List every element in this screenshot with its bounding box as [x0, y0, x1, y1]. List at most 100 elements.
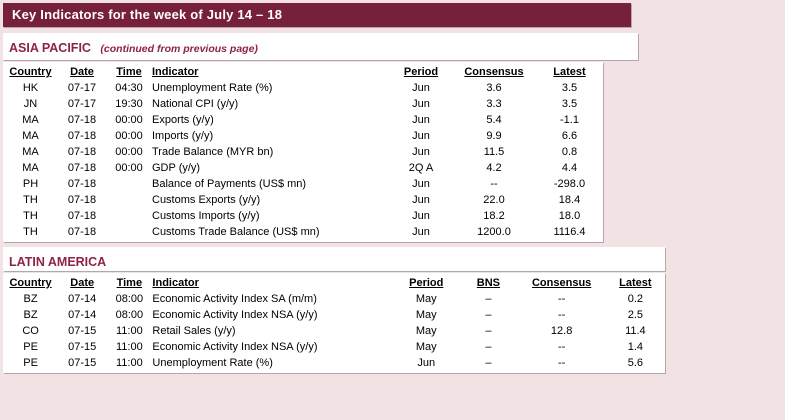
- cell: 07-18: [67, 162, 97, 174]
- cell: National CPI (y/y): [152, 98, 239, 110]
- cell: 18.0: [558, 210, 581, 222]
- cell: PE: [23, 341, 38, 353]
- cell: Jun: [412, 82, 430, 94]
- table-row: JN 07-17 19:30 National CPI (y/y) Jun 3.3 3.5: [3, 96, 603, 112]
- page-title-text: Key Indicators for the week of July 14 –…: [12, 7, 283, 22]
- cell: 04:30: [115, 82, 143, 94]
- cell: 07-14: [68, 293, 97, 305]
- cell: Exports (y/y): [152, 114, 214, 126]
- cell: 5.4: [486, 114, 502, 126]
- column-header-consensus: Consensus: [464, 66, 524, 78]
- column-header-latest: Latest: [553, 66, 586, 78]
- cell: May: [415, 325, 437, 337]
- latin-america-table: Country Date Time Indicator Period BNS Consens…: [3, 275, 665, 371]
- cell: CO: [22, 325, 39, 337]
- cell: TH: [23, 194, 38, 206]
- table-row: BZ 07-14 08:00 Economic Activity Index NSA …: [3, 307, 665, 323]
- cell: BZ: [23, 309, 38, 321]
- cell: 3.6: [486, 82, 502, 94]
- cell: Jun: [412, 210, 430, 222]
- table-row: TH 07-18 Customs Trade Balance (US$ mn) Jun…: [3, 224, 603, 240]
- section-title-asia-pacific: ASIA PACIFIC: [9, 41, 91, 55]
- cell: 22.0: [483, 194, 505, 206]
- cell: –: [485, 309, 492, 321]
- cell: 3.5: [561, 98, 578, 110]
- section-header-latin-america: LATIN AMERICA: [3, 247, 665, 271]
- table-row: MA 07-18 00:00 GDP (y/y) 2Q A 4.2 4.4: [3, 160, 603, 176]
- cell: 07-17: [67, 82, 97, 94]
- cell: Economic Activity Index SA (m/m): [152, 293, 317, 305]
- cell: Jun: [412, 98, 430, 110]
- page-title: Key Indicators for the week of July 14 –…: [3, 3, 631, 27]
- table-row: TH 07-18 Customs Exports (y/y) Jun 22.0 18.4: [3, 192, 603, 208]
- cell: –: [485, 357, 492, 369]
- cell: Unemployment Rate (%): [152, 82, 273, 94]
- cell: 08:00: [115, 293, 144, 305]
- cell: Balance of Payments (US$ mn): [152, 178, 307, 190]
- table-row: PE 07-15 11:00 Unemployment Rate (%) Jun – -- 5…: [3, 355, 665, 371]
- cell: 00:00: [115, 162, 143, 174]
- cell: Customs Exports (y/y): [152, 194, 261, 206]
- cell: Trade Balance (MYR bn): [152, 146, 274, 158]
- cell: 18.4: [558, 194, 581, 206]
- column-header-bns: BNS: [476, 277, 501, 289]
- cell: 08:00: [115, 309, 144, 321]
- column-header-consensus: Consensus: [531, 277, 592, 289]
- cell: Customs Imports (y/y): [152, 210, 260, 222]
- cell: 3.5: [561, 82, 578, 94]
- cell: Jun: [412, 178, 430, 190]
- table-row: MA 07-18 00:00 Trade Balance (MYR bn) Jun 11.…: [3, 144, 603, 160]
- asia-header-row: Country Date Time Indicator Period Consensus L…: [3, 64, 603, 80]
- cell: --: [557, 357, 566, 369]
- cell: Economic Activity Index NSA (y/y): [152, 309, 318, 321]
- column-header-indicator: Indicator: [152, 277, 199, 289]
- cell: Jun: [412, 194, 430, 206]
- asia-pacific-table-panel: Country Date Time Indicator Period Consensus L…: [3, 62, 603, 242]
- cell: 07-18: [67, 114, 97, 126]
- cell: 12.8: [550, 325, 573, 337]
- cell: 6.6: [561, 130, 578, 142]
- cell: Unemployment Rate (%): [152, 357, 273, 369]
- cell: MA: [22, 162, 39, 174]
- column-header-period: Period: [409, 277, 444, 289]
- cell: JN: [23, 98, 38, 110]
- table-row: TH 07-18 Customs Imports (y/y) Jun 18.2 18.0: [3, 208, 603, 224]
- cell: –: [485, 293, 492, 305]
- table-row: BZ 07-14 08:00 Economic Activity Index SA (…: [3, 291, 665, 307]
- cell: --: [557, 309, 566, 321]
- cell: 0.2: [627, 293, 644, 305]
- cell: 07-18: [67, 130, 97, 142]
- cell: 0.8: [561, 146, 578, 158]
- cell: --: [557, 293, 566, 305]
- cell: Jun: [417, 357, 436, 369]
- column-header-indicator: Indicator: [152, 66, 199, 78]
- cell: -1.1: [560, 114, 579, 126]
- cell: 11:00: [116, 341, 143, 353]
- cell: –: [485, 341, 492, 353]
- cell: MA: [22, 114, 39, 126]
- cell: TH: [23, 226, 38, 238]
- cell: 11:00: [116, 325, 143, 337]
- cell: Jun: [412, 114, 430, 126]
- cell: 4.2: [486, 162, 502, 174]
- cell: May: [415, 309, 437, 321]
- cell: [106, 192, 152, 208]
- cell: [106, 208, 152, 224]
- cell: Jun: [412, 130, 430, 142]
- cell: 2.5: [627, 309, 644, 321]
- section-subtitle-asia-pacific: (continued from previous page): [100, 43, 258, 55]
- cell: MA: [22, 146, 39, 158]
- cell: Imports (y/y): [152, 130, 214, 142]
- cell: 9.9: [486, 130, 502, 142]
- table-row: PH 07-18 Balance of Payments (US$ mn) Jun --…: [3, 176, 603, 192]
- cell: 07-15: [68, 341, 97, 353]
- cell: 07-15: [68, 325, 97, 337]
- column-header-latest: Latest: [619, 277, 652, 289]
- cell: 07-15: [68, 357, 97, 369]
- cell: 2Q A: [408, 162, 434, 174]
- table-row: HK 07-17 04:30 Unemployment Rate (%) Jun 3.6 3…: [3, 80, 603, 96]
- cell: --: [490, 178, 498, 190]
- column-header-date: Date: [70, 66, 94, 78]
- section-title-latin-america: LATIN AMERICA: [9, 255, 107, 269]
- cell: 1116.4: [553, 226, 586, 238]
